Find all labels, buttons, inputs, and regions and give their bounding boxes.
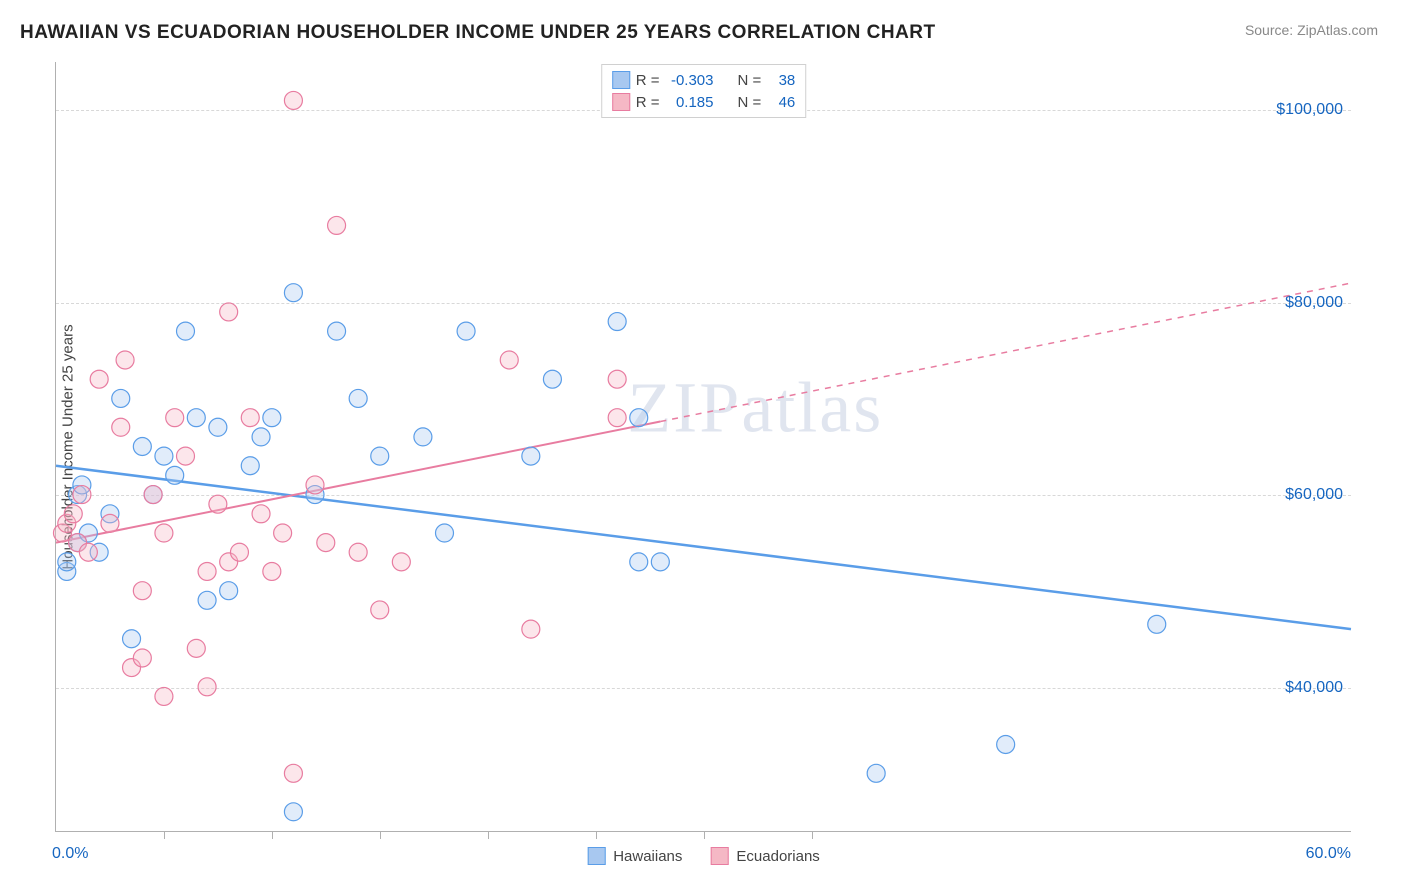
data-point-hawaiians [220, 582, 238, 600]
trend-line-ecuadorians-dashed [660, 283, 1351, 421]
data-point-ecuadorians [349, 543, 367, 561]
data-point-hawaiians [436, 524, 454, 542]
data-point-hawaiians [123, 630, 141, 648]
data-point-hawaiians [630, 409, 648, 427]
data-point-ecuadorians [328, 216, 346, 234]
data-point-ecuadorians [392, 553, 410, 571]
data-point-hawaiians [328, 322, 346, 340]
data-point-hawaiians [209, 418, 227, 436]
data-point-ecuadorians [306, 476, 324, 494]
data-point-ecuadorians [608, 409, 626, 427]
source-label: Source: ZipAtlas.com [1245, 22, 1378, 38]
data-point-ecuadorians [79, 543, 97, 561]
data-point-ecuadorians [90, 370, 108, 388]
data-point-ecuadorians [198, 562, 216, 580]
data-point-ecuadorians [274, 524, 292, 542]
data-point-ecuadorians [144, 486, 162, 504]
data-point-ecuadorians [230, 543, 248, 561]
data-point-hawaiians [867, 764, 885, 782]
data-point-ecuadorians [116, 351, 134, 369]
data-point-hawaiians [133, 438, 151, 456]
chart-container: HAWAIIAN VS ECUADORIAN HOUSEHOLDER INCOM… [0, 0, 1406, 892]
data-point-hawaiians [198, 591, 216, 609]
data-point-hawaiians [543, 370, 561, 388]
data-point-hawaiians [630, 553, 648, 571]
data-point-ecuadorians [371, 601, 389, 619]
trend-line-hawaiians [56, 466, 1351, 629]
data-point-hawaiians [371, 447, 389, 465]
data-point-ecuadorians [522, 620, 540, 638]
data-point-ecuadorians [155, 524, 173, 542]
data-point-hawaiians [284, 803, 302, 821]
scatter-svg [56, 62, 1351, 831]
swatch-icon [710, 847, 728, 865]
legend-label: Ecuadorians [736, 848, 819, 865]
data-point-ecuadorians [263, 562, 281, 580]
data-point-hawaiians [177, 322, 195, 340]
data-point-ecuadorians [73, 486, 91, 504]
data-point-hawaiians [284, 284, 302, 302]
data-point-hawaiians [112, 389, 130, 407]
data-point-ecuadorians [608, 370, 626, 388]
data-point-hawaiians [457, 322, 475, 340]
legend-item-hawaiians: Hawaiians [587, 847, 682, 865]
data-point-hawaiians [263, 409, 281, 427]
data-point-ecuadorians [284, 764, 302, 782]
data-point-hawaiians [608, 313, 626, 331]
data-point-ecuadorians [209, 495, 227, 513]
data-point-ecuadorians [133, 582, 151, 600]
x-axis-start: 0.0% [52, 845, 88, 863]
series-legend: Hawaiians Ecuadorians [587, 847, 820, 865]
data-point-hawaiians [349, 389, 367, 407]
data-point-ecuadorians [187, 639, 205, 657]
data-point-ecuadorians [133, 649, 151, 667]
swatch-icon [587, 847, 605, 865]
data-point-ecuadorians [500, 351, 518, 369]
data-point-ecuadorians [112, 418, 130, 436]
data-point-ecuadorians [317, 534, 335, 552]
data-point-hawaiians [252, 428, 270, 446]
plot-area: Householder Income Under 25 years $40,00… [55, 62, 1351, 832]
data-point-ecuadorians [177, 447, 195, 465]
data-point-hawaiians [1148, 615, 1166, 633]
data-point-hawaiians [166, 466, 184, 484]
data-point-ecuadorians [166, 409, 184, 427]
data-point-hawaiians [241, 457, 259, 475]
data-point-ecuadorians [64, 505, 82, 523]
data-point-ecuadorians [101, 514, 119, 532]
legend-item-ecuadorians: Ecuadorians [710, 847, 819, 865]
legend-label: Hawaiians [613, 848, 682, 865]
data-point-ecuadorians [241, 409, 259, 427]
data-point-ecuadorians [220, 303, 238, 321]
data-point-hawaiians [651, 553, 669, 571]
data-point-hawaiians [58, 553, 76, 571]
chart-title: HAWAIIAN VS ECUADORIAN HOUSEHOLDER INCOM… [20, 22, 936, 44]
data-point-hawaiians [187, 409, 205, 427]
data-point-ecuadorians [284, 91, 302, 109]
data-point-hawaiians [155, 447, 173, 465]
data-point-hawaiians [997, 735, 1015, 753]
data-point-ecuadorians [155, 687, 173, 705]
data-point-ecuadorians [198, 678, 216, 696]
data-point-ecuadorians [252, 505, 270, 523]
data-point-hawaiians [522, 447, 540, 465]
data-point-hawaiians [414, 428, 432, 446]
x-axis-end: 60.0% [1306, 845, 1351, 863]
